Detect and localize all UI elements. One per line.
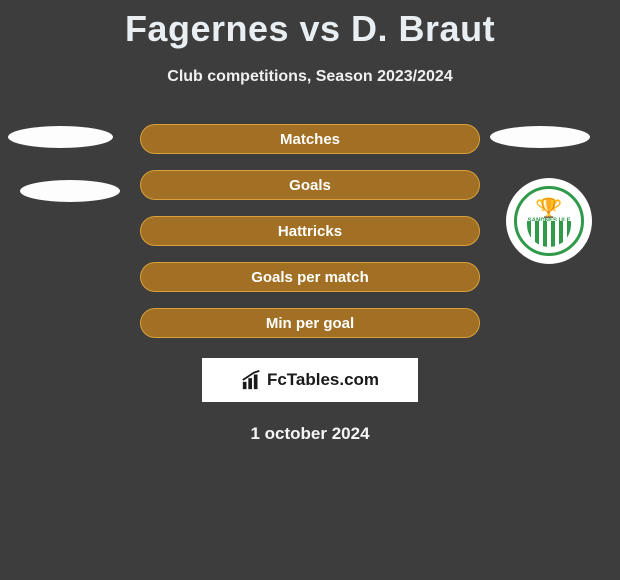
stat-bar-hattricks: Hattricks	[140, 216, 480, 246]
club-badge-stripes	[527, 221, 571, 247]
stat-label: Min per goal	[266, 315, 354, 332]
player2-photo-placeholder	[490, 126, 590, 148]
stat-bar-min-per-goal: Min per goal	[140, 308, 480, 338]
player1-club-placeholder	[20, 180, 120, 202]
stat-label: Matches	[280, 131, 340, 148]
branding-box: FcTables.com	[202, 358, 418, 402]
player1-photo-placeholder	[8, 126, 113, 148]
page-subtitle: Club competitions, Season 2023/2024	[0, 68, 620, 86]
stat-bar-goals-per-match: Goals per match	[140, 262, 480, 292]
stat-label: Hattricks	[278, 223, 342, 240]
date-text: 1 october 2024	[0, 424, 620, 444]
stat-bars-container: Matches Goals Hattricks Goals per match …	[140, 124, 480, 338]
page-title: Fagernes vs D. Braut	[0, 0, 620, 50]
club-badge-ring: 🏆 SANDNES ULF	[514, 186, 584, 256]
stat-label: Goals	[289, 177, 331, 194]
player2-club-badge: 🏆 SANDNES ULF	[506, 178, 592, 264]
stat-bar-goals: Goals	[140, 170, 480, 200]
branding-text: FcTables.com	[267, 370, 379, 390]
chart-icon	[241, 369, 263, 391]
stat-label: Goals per match	[251, 269, 369, 286]
stat-bar-matches: Matches	[140, 124, 480, 154]
